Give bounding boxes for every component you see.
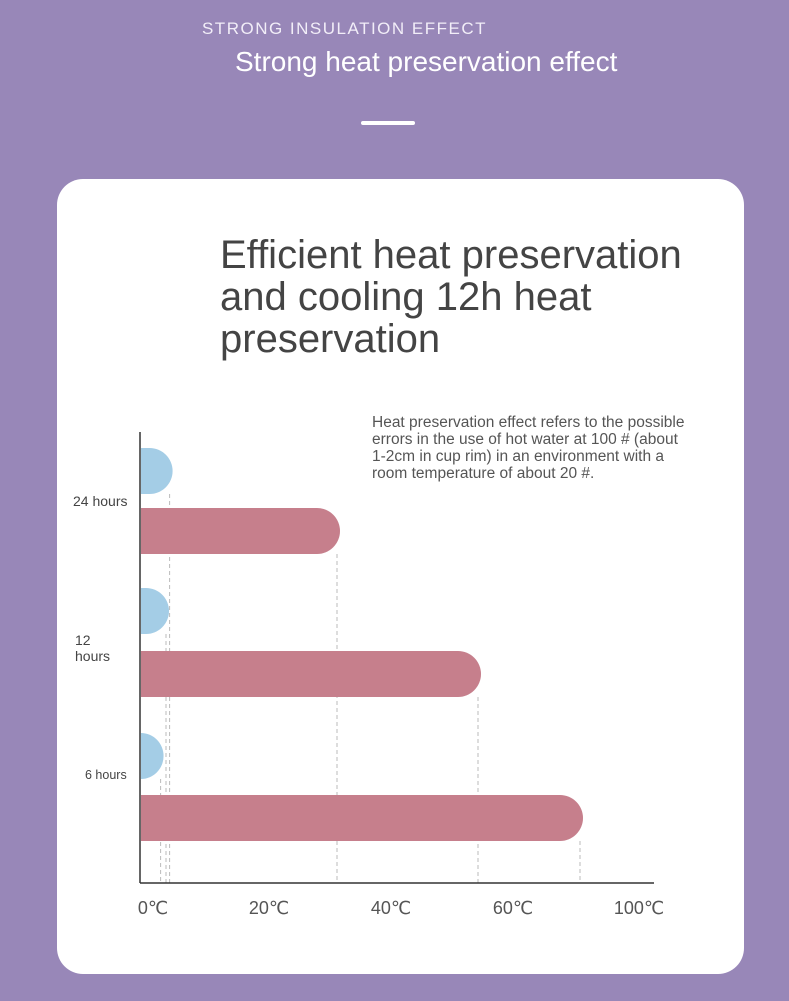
category-label: 12 hours	[75, 632, 110, 664]
bar-series-a	[141, 588, 169, 634]
page-title: Strong heat preservation effect	[235, 46, 618, 77]
info-card	[57, 179, 744, 974]
bar-series-a	[141, 448, 173, 495]
header-tagline: STRONG INSULATION EFFECT	[201, 19, 488, 38]
card-title: Efficient heat preservation and cooling …	[220, 233, 682, 361]
x-tick-label: 40℃	[371, 898, 411, 918]
bar-series-a	[141, 733, 164, 779]
x-tick-label: 0℃	[138, 898, 168, 918]
category-label: 6 hours	[85, 768, 127, 782]
x-tick-label: 60℃	[493, 898, 533, 918]
x-tick-label: 100℃	[614, 898, 664, 918]
chart-note: Heat preservation effect refers to the p…	[372, 414, 685, 482]
x-tick-label: 20℃	[249, 898, 289, 918]
bar-series-b	[141, 508, 340, 554]
category-label: 24 hours	[73, 493, 127, 509]
bar-series-b	[141, 795, 583, 841]
bar-series-b	[141, 651, 481, 697]
title-underline	[361, 121, 415, 125]
